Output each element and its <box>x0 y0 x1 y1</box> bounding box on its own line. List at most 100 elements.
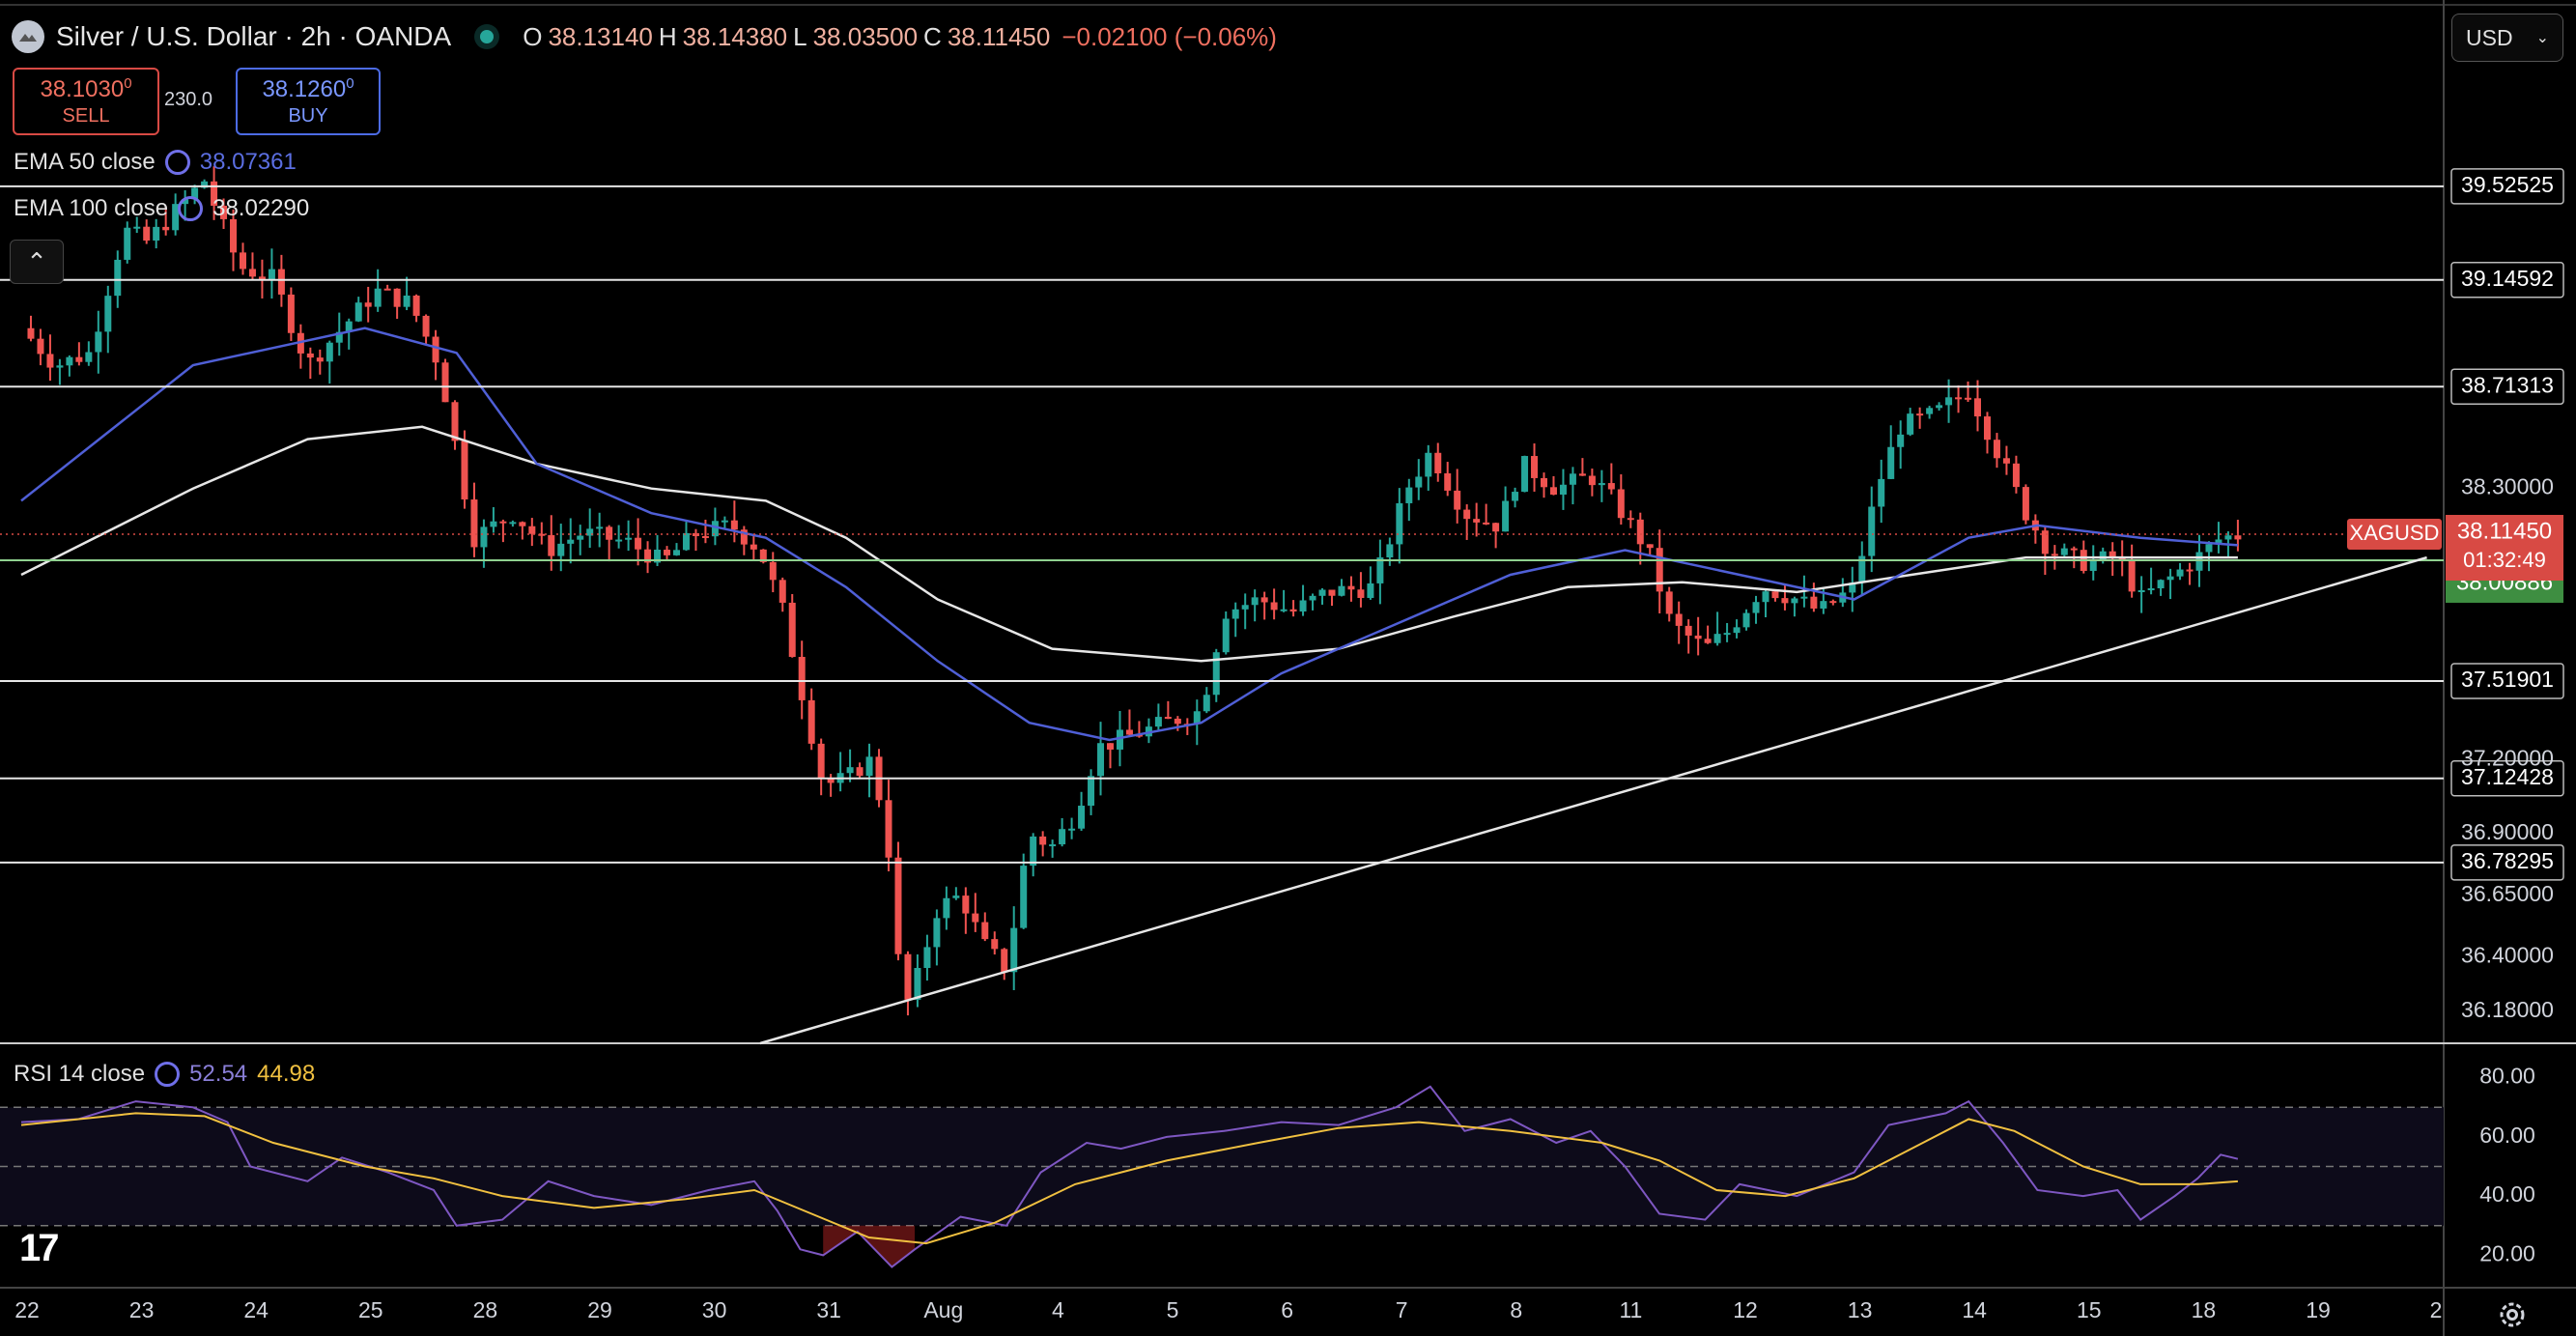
candle <box>1858 555 1866 583</box>
candle <box>1241 605 1249 610</box>
close-value: 38.11450 <box>947 21 1051 51</box>
price-tick-label: 36.40000 <box>2461 943 2554 968</box>
candle <box>1347 585 1355 590</box>
key-level-label: 39.52525 <box>2461 172 2554 197</box>
candle <box>1328 589 1336 596</box>
candle <box>306 353 314 358</box>
candle <box>2051 554 2058 556</box>
candle <box>268 269 275 280</box>
eye-icon[interactable] <box>155 1062 181 1087</box>
candle <box>2195 552 2203 571</box>
sell-button[interactable]: 38.10300 SELL <box>13 68 159 135</box>
candle <box>2060 548 2068 555</box>
time-tick-label: 8 <box>1510 1297 1522 1322</box>
candle <box>1338 585 1345 596</box>
candle <box>1627 518 1634 521</box>
time-tick-label: 18 <box>2192 1297 2217 1322</box>
candle <box>625 537 633 540</box>
key-level-label: 38.71313 <box>2461 372 2554 397</box>
candle <box>383 288 391 291</box>
candle <box>991 939 999 950</box>
candle <box>682 532 690 551</box>
candle <box>326 342 333 362</box>
candle <box>432 336 439 363</box>
time-tick-label: 2 <box>2430 1297 2443 1322</box>
symbol-title[interactable]: Silver / U.S. Dollar · 2h · OANDA <box>56 21 452 51</box>
candle <box>972 913 979 923</box>
eye-icon[interactable] <box>164 150 190 175</box>
ema50-label: EMA 50 close <box>14 149 156 175</box>
collapse-legend-button[interactable]: ⌃ <box>10 240 64 284</box>
time-tick-label: 4 <box>1052 1297 1064 1322</box>
candle <box>2147 588 2155 591</box>
candle <box>1483 522 1490 525</box>
ema50-legend[interactable]: EMA 50 close 38.07361 <box>14 149 297 176</box>
candle <box>66 356 73 366</box>
candle <box>1260 597 1268 603</box>
candle <box>1434 452 1442 473</box>
time-tick-label: 7 <box>1396 1297 1408 1322</box>
candle <box>2041 530 2049 554</box>
time-tick-label: 12 <box>1733 1297 1758 1322</box>
candle <box>914 968 921 1000</box>
candle <box>1492 523 1500 532</box>
candle <box>1723 633 1731 636</box>
symbol-tag <box>2347 519 2442 551</box>
rsi-ma-value: 44.98 <box>257 1061 316 1087</box>
time-tick-label: 19 <box>2306 1297 2331 1322</box>
candle <box>172 204 180 231</box>
time-tick-label: 31 <box>816 1297 841 1322</box>
buy-label: BUY <box>288 105 328 127</box>
candle <box>1125 729 1133 735</box>
candle <box>220 205 228 219</box>
last-price-tag <box>2446 515 2563 582</box>
gear-icon[interactable] <box>2496 1298 2529 1331</box>
time-tick-label: 15 <box>2077 1297 2102 1322</box>
candle <box>1444 472 1452 491</box>
key-level-label: 39.14592 <box>2461 266 2554 291</box>
candle <box>2012 463 2020 488</box>
candle <box>1733 627 1741 634</box>
candle <box>644 549 652 563</box>
candle <box>104 296 112 332</box>
eye-icon[interactable] <box>178 196 204 221</box>
candle <box>2070 548 2078 551</box>
candle <box>577 535 584 540</box>
candle <box>952 895 960 898</box>
key-level-tag <box>2450 663 2564 699</box>
market-status-icon <box>480 30 495 43</box>
rsi-legend[interactable]: RSI 14 close 52.54 44.98 <box>14 1061 315 1088</box>
ema100-legend[interactable]: EMA 100 close 38.02290 <box>14 195 309 222</box>
candle <box>374 288 382 307</box>
buy-button[interactable]: 38.12600 BUY <box>236 68 381 135</box>
candle <box>46 354 54 368</box>
candle <box>37 338 44 355</box>
rsi-tick-label: 80.00 <box>2479 1064 2535 1089</box>
candle <box>1617 489 1625 519</box>
candle <box>904 953 912 1000</box>
key-level-label: 36.78295 <box>2461 848 2554 873</box>
sell-price-sup: 0 <box>124 75 132 92</box>
candle <box>316 357 324 362</box>
candle <box>1897 434 1905 447</box>
candle <box>85 352 93 362</box>
candle <box>1771 591 1779 599</box>
candle <box>1868 506 1876 556</box>
spread-value: 230.0 <box>164 89 213 110</box>
ema100-line <box>20 425 2238 663</box>
candle <box>981 922 989 940</box>
candle <box>519 522 526 526</box>
candle <box>2215 539 2222 545</box>
key-level-label: 37.12428 <box>2461 764 2554 789</box>
candle <box>1742 612 1750 628</box>
candle <box>124 227 131 260</box>
candle <box>1251 597 1259 606</box>
silver-logo-icon <box>12 20 44 53</box>
ema100-value: 38.02290 <box>212 195 310 221</box>
currency-select[interactable]: USD ⌄ <box>2451 14 2563 62</box>
candle <box>1665 591 1673 614</box>
candle <box>894 857 902 954</box>
candle <box>56 365 64 368</box>
candle <box>1116 729 1123 750</box>
